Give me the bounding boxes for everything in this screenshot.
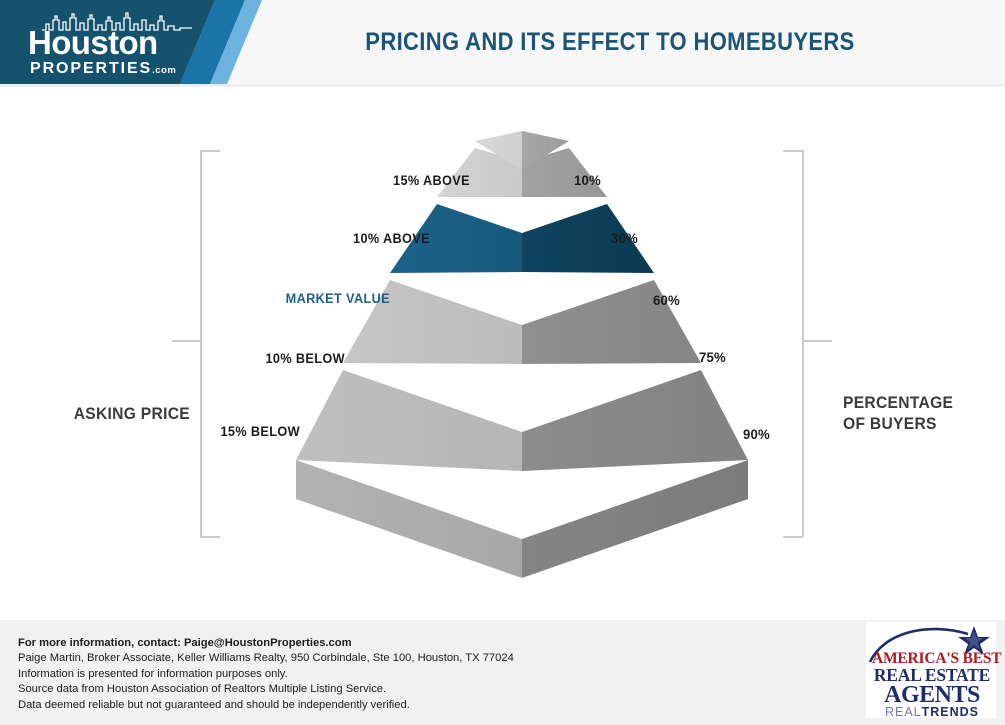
city-skyline-icon [42,12,192,31]
asking-price-axis-label: ASKING PRICE [73,404,190,423]
tier-label-market-value: MARKET VALUE [285,291,390,306]
pct-label-30: 30% [611,230,638,246]
pct-label-90: 90% [743,426,770,442]
americas-best-agents-badge: AMERICA'S BEST REAL ESTATE AGENTS REALTR… [866,622,1002,719]
footer-info-line: Information is presented for information… [18,667,288,680]
footer-reliability-line: Data deemed reliable but not guaranteed … [18,698,410,711]
header-divider [0,84,1005,87]
badge-realtrends-bold: TRENDS [921,705,980,719]
page-title: PRICING AND ITS EFFECT TO HOMEBUYERS [365,27,855,56]
pct-label-60: 60% [653,292,680,308]
badge-line-realtrends: REALTRENDS [870,706,994,719]
page-header: Houston PROPERTIES.com PRICING AND ITS E… [0,0,1005,84]
pct-label-75: 75% [699,349,726,365]
header-navy-band [0,0,215,84]
tier-label-15-above: 15% ABOVE [393,173,470,188]
logo-properties-text: PROPERTIES [30,60,153,77]
footer-broker-line: Paige Martin, Broker Associate, Keller W… [18,652,514,665]
logo-secondary-text: PROPERTIES.com [30,60,205,79]
pyramid-tier-2 [437,148,607,197]
percentage-axis-label-line2: OF BUYERS [843,414,937,433]
tier-label-15-below: 15% BELOW [220,424,300,439]
page-footer: For more information, contact: Paige@Hou… [0,620,1005,725]
pyramid-graphic [296,131,748,578]
pyramid-tier-4 [343,280,701,364]
pyramid-diagram: ASKING PRICE PERCENTAGE OF BUYERS 15% AB… [0,87,1005,620]
footer-contact-line: For more information, contact: Paige@Hou… [18,637,352,649]
pyramid-base-extrusion [296,460,748,578]
tier-label-10-below: 10% BELOW [265,351,345,366]
star-icon [868,626,990,663]
footer-source-line: Source data from Houston Association of … [18,683,387,696]
logo-primary-text: Houston [28,24,158,61]
badge-line-americas-best: AMERICA'S BEST [872,650,1002,667]
pyramid-tier-1-apex-solid [475,131,569,170]
badge-realtrends-light: REAL [884,705,922,719]
footer-disclaimer: For more information, contact: Paige@Hou… [18,636,738,713]
tier-label-10-above: 10% ABOVE [353,231,430,246]
logo-dotcom-text: .com [152,65,177,76]
houston-properties-logo[interactable]: Houston PROPERTIES.com [28,12,198,77]
percentage-of-buyers-axis-label: PERCENTAGE OF BUYERS [843,392,999,434]
badge-line-agents: AGENTS [884,682,980,708]
pyramid-tier-3-highlight [390,204,654,273]
badge-line-real-estate: REAL ESTATE [873,665,991,685]
percentage-axis-label-line1: PERCENTAGE [843,393,954,412]
pyramid-tier-5 [296,370,748,471]
pct-label-10: 10% [574,172,601,188]
